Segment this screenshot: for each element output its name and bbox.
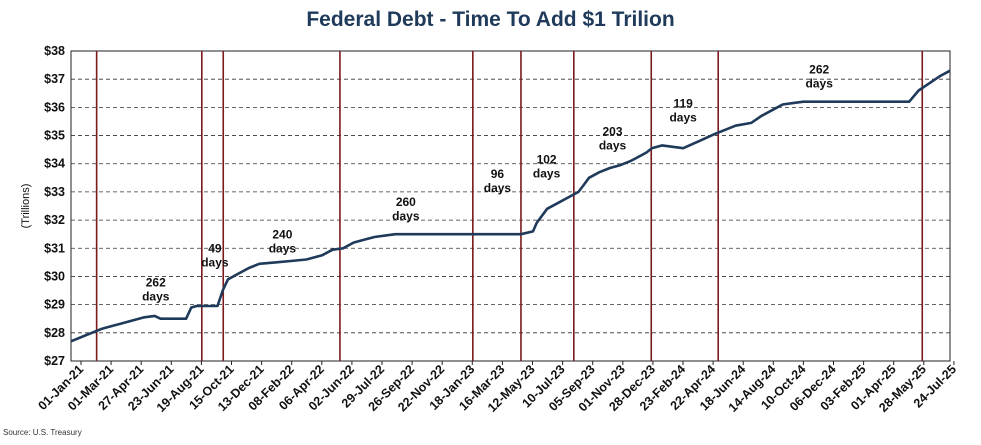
days-annotation: 49 days bbox=[201, 242, 229, 270]
y-tick-label: $38 bbox=[44, 44, 65, 58]
days-annotation: 96 days bbox=[484, 167, 512, 195]
y-axis-label: (Trillions) bbox=[20, 184, 32, 229]
days-annotation: 262 days bbox=[142, 275, 170, 303]
y-tick-label: $35 bbox=[44, 129, 65, 143]
days-annotation: 262 days bbox=[806, 63, 834, 91]
plot-area bbox=[70, 50, 951, 362]
y-tick-label: $37 bbox=[44, 72, 65, 86]
y-tick-label: $34 bbox=[44, 157, 65, 171]
days-annotation: 119 days bbox=[669, 96, 697, 124]
y-tick-label: $32 bbox=[44, 213, 65, 227]
y-tick-label: $28 bbox=[44, 326, 65, 340]
days-annotation: 260 days bbox=[392, 195, 420, 223]
chart-title: Federal Debt - Time To Add $1 Trilion bbox=[306, 8, 675, 31]
y-tick-label: $29 bbox=[44, 298, 65, 312]
y-tick-label: $31 bbox=[44, 241, 65, 255]
y-tick-label: $30 bbox=[44, 269, 65, 283]
days-annotation: 240 days bbox=[269, 227, 297, 255]
source-note: Source: U.S. Treasury bbox=[3, 428, 82, 437]
y-tick-label: $27 bbox=[44, 354, 65, 368]
days-annotation: 102 days bbox=[533, 153, 561, 181]
y-tick-label: $36 bbox=[44, 100, 65, 114]
days-annotation: 203 days bbox=[599, 125, 627, 153]
debt-series-line bbox=[70, 69, 951, 343]
y-tick-label: $33 bbox=[44, 185, 65, 199]
